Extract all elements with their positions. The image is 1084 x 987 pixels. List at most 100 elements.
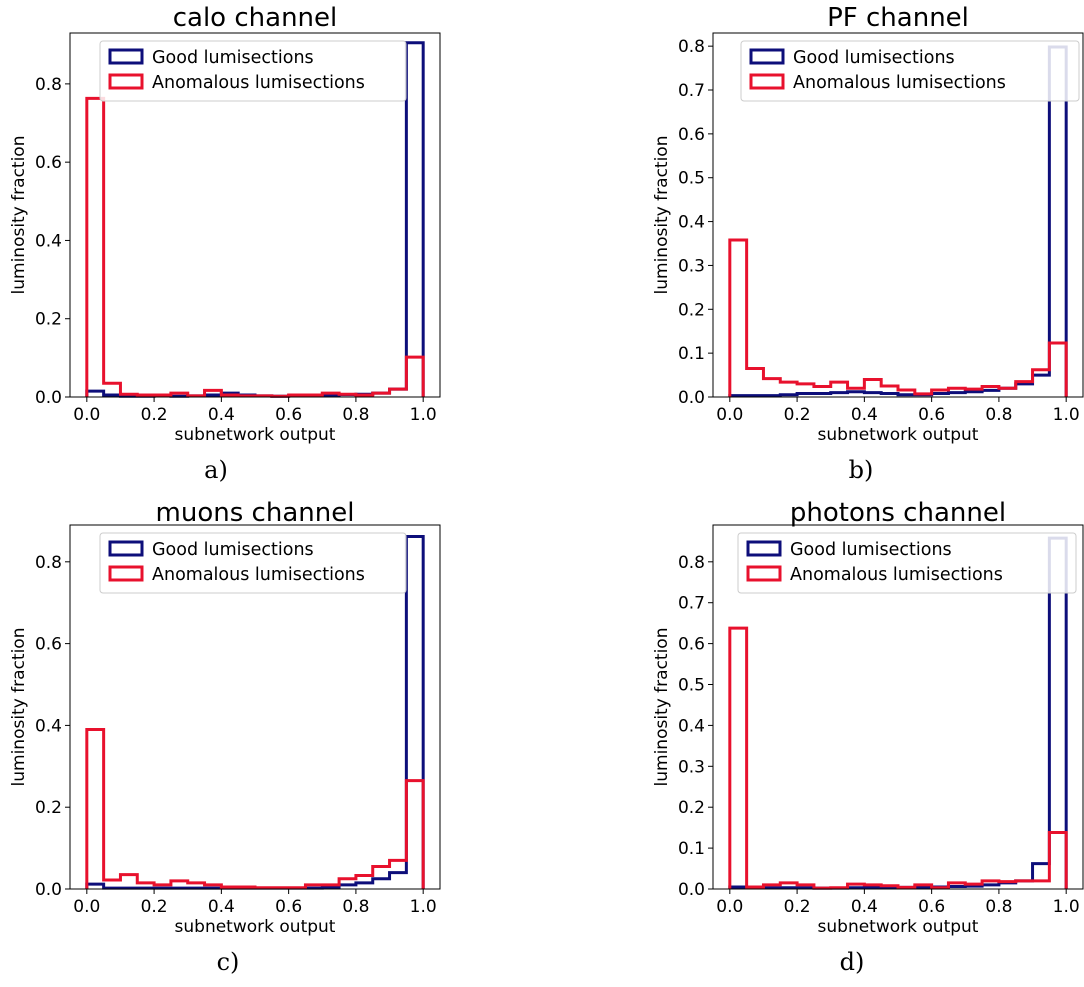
y-tick-label: 0.1: [678, 344, 705, 364]
plot-frame: [712, 32, 1084, 398]
x-tick-label: 1.0: [1053, 405, 1080, 425]
panel-a: calo channel 0.0 0.2 0.4 0.6 0.8 1.0 0.0 0.2 0.4 0…: [9, 3, 441, 484]
y-tick-label: 0.6: [678, 635, 705, 655]
x-tick-label: 0.2: [784, 405, 811, 425]
x-tick-label: 0.2: [141, 897, 168, 917]
y-tick-label: 0.3: [678, 757, 705, 777]
anomalous-histogram-series: [728, 238, 1068, 397]
y-tick-label: 0.0: [35, 388, 62, 408]
anomalous-legend-swatch: [108, 565, 144, 582]
x-tick-label: 0.8: [342, 405, 369, 425]
x-axis-label: subnetwork output: [818, 425, 979, 445]
y-axis-label: luminosity fraction: [652, 136, 672, 295]
x-tick-label: 0.6: [918, 897, 945, 917]
x-tick-label: 0.4: [851, 405, 878, 425]
y-tick-label: 0.0: [678, 388, 705, 408]
good-legend-swatch: [108, 540, 144, 557]
y-tick-label: 0.2: [678, 798, 705, 818]
chart-title: PF channel: [827, 3, 969, 33]
legend-label: Anomalous lumisections: [793, 73, 1006, 93]
y-tick-label: 0.8: [678, 553, 705, 573]
x-tick-label: 0.2: [141, 405, 168, 425]
y-tick-label: 0.2: [35, 798, 62, 818]
y-tick-label: 0.4: [35, 716, 62, 736]
x-tick-label: 0.8: [985, 897, 1012, 917]
y-tick-label: 0.1: [678, 839, 705, 859]
y-tick-label: 0.7: [678, 594, 705, 614]
legend: Good lumisections Anomalous lumisections: [99, 40, 407, 102]
y-tick-label: 0.5: [678, 169, 705, 189]
y-tick-label: 0.8: [678, 37, 705, 57]
panel-caption: a): [204, 456, 228, 484]
y-tick-label: 0.8: [35, 75, 62, 95]
y-tick-label: 0.8: [35, 553, 62, 573]
legend-label: Good lumisections: [793, 48, 955, 68]
legend-label: Good lumisections: [152, 540, 314, 560]
y-axis-label: luminosity fraction: [652, 628, 672, 787]
anomalous-histogram-series: [85, 96, 425, 398]
x-tick-label: 0.4: [208, 897, 235, 917]
anomalous-histogram-series: [728, 626, 1068, 890]
legend-label: Anomalous lumisections: [790, 565, 1003, 585]
x-tick-label: 1.0: [410, 405, 437, 425]
legend: Good lumisections Anomalous lumisections: [740, 40, 1080, 102]
anomalous-histogram-series: [85, 727, 425, 890]
x-tick-label: 0.8: [342, 897, 369, 917]
x-tick-label: 0.0: [73, 897, 100, 917]
chart-title: calo channel: [173, 3, 338, 33]
y-axis-label: luminosity fraction: [9, 628, 29, 787]
panel-caption: d): [840, 948, 865, 976]
legend: Good lumisections Anomalous lumisections: [737, 532, 1077, 594]
y-tick-label: 0.4: [678, 213, 705, 233]
x-tick-label: 0.4: [208, 405, 235, 425]
legend-label: Good lumisections: [790, 540, 952, 560]
x-tick-label: 1.0: [1053, 897, 1080, 917]
legend-box: [99, 40, 407, 102]
x-axis-label: subnetwork output: [175, 425, 336, 445]
x-tick-label: 0.6: [275, 897, 302, 917]
good-legend-swatch: [749, 48, 785, 65]
legend-label: Good lumisections: [152, 48, 314, 68]
y-tick-label: 0.7: [678, 81, 705, 101]
y-tick-label: 0.6: [35, 635, 62, 655]
legend: Good lumisections Anomalous lumisections: [99, 532, 407, 594]
y-tick-label: 0.6: [678, 125, 705, 145]
legend-box: [99, 532, 407, 594]
x-tick-label: 0.0: [73, 405, 100, 425]
y-tick-label: 0.0: [678, 880, 705, 900]
anomalous-legend-swatch: [108, 73, 144, 90]
y-tick-label: 0.0: [35, 880, 62, 900]
y-tick-label: 0.3: [678, 256, 705, 276]
x-axis-label: subnetwork output: [818, 917, 979, 937]
anomalous-legend-swatch: [749, 73, 785, 90]
x-tick-label: 0.4: [851, 897, 878, 917]
panel-b: PF channel 0.0 0.2 0.4 0.6 0.8 1.0 0.0 0.1 0.2 0.3…: [652, 3, 1084, 484]
plot-frame: [69, 32, 441, 398]
y-tick-label: 0.2: [678, 300, 705, 320]
anomalous-legend-swatch: [746, 565, 782, 582]
x-tick-label: 0.0: [716, 405, 743, 425]
x-tick-label: 0.8: [985, 405, 1012, 425]
legend-label: Anomalous lumisections: [152, 565, 365, 585]
x-tick-label: 0.6: [275, 405, 302, 425]
x-tick-label: 0.6: [918, 405, 945, 425]
y-tick-label: 0.4: [678, 716, 705, 736]
panel-d: photons channel 0.0 0.2 0.4 0.6 0.8 1.0 0.0 0.1 0…: [652, 498, 1084, 976]
x-axis-label: subnetwork output: [175, 917, 336, 937]
x-tick-label: 0.0: [716, 897, 743, 917]
good-legend-swatch: [108, 48, 144, 65]
y-tick-label: 0.2: [35, 310, 62, 330]
legend-label: Anomalous lumisections: [152, 73, 365, 93]
y-tick-label: 0.6: [35, 153, 62, 173]
legend-box: [737, 532, 1077, 594]
panel-c: muons channel 0.0 0.2 0.4 0.6 0.8 1.0 0.0 0.2 0.4…: [9, 498, 441, 976]
x-tick-label: 1.0: [410, 897, 437, 917]
y-tick-label: 0.5: [678, 676, 705, 696]
y-axis-label: luminosity fraction: [9, 136, 29, 295]
y-tick-label: 0.4: [35, 231, 62, 251]
chart-title: muons channel: [156, 498, 355, 528]
chart-title: photons channel: [790, 498, 1006, 528]
x-tick-label: 0.2: [784, 897, 811, 917]
legend-box: [740, 40, 1080, 102]
